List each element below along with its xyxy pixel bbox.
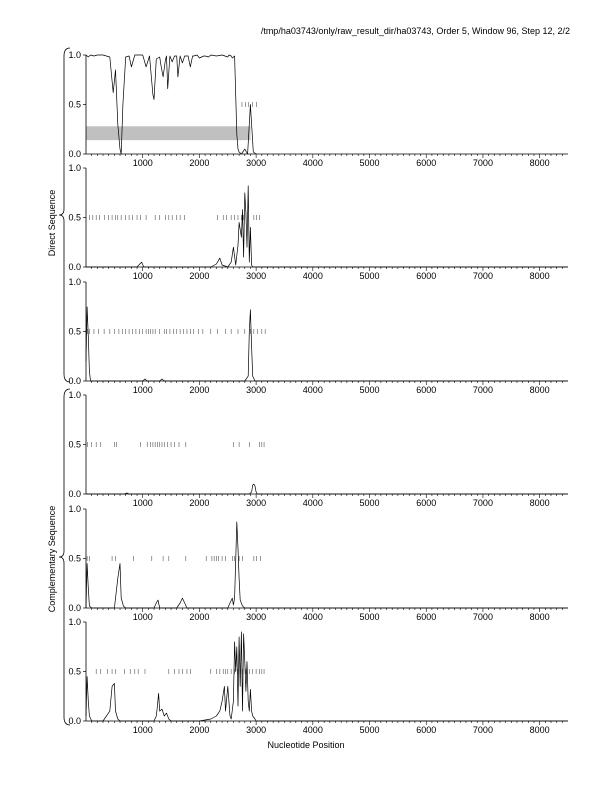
x-tick-label: 1000 — [133, 725, 153, 735]
x-tick-label: 2000 — [189, 612, 209, 622]
chart-panel-4: 0.0 0.5 1.0 1000 2000 3000 4000 5000 6000 7000 800… — [68, 390, 568, 508]
y-tick-label: 1.0 — [68, 277, 81, 287]
x-tick-label: 7000 — [473, 612, 493, 622]
x-tick-label: 3000 — [246, 612, 266, 622]
x-tick-label: 6000 — [416, 385, 436, 395]
series-line — [86, 483, 568, 495]
complementary-sequence-label: Complementary Sequence — [47, 505, 57, 613]
series-line — [86, 185, 568, 268]
y-tick-label: 0.0 — [68, 149, 81, 159]
x-tick-label: 1000 — [133, 271, 153, 281]
x-tick-label: 8000 — [530, 498, 550, 508]
y-tick-label: 0.0 — [68, 716, 81, 726]
y-tick-label: 1.0 — [68, 390, 81, 400]
x-tick-label: 2000 — [189, 725, 209, 735]
x-tick-label: 1000 — [133, 385, 153, 395]
plot-header-title: /tmp/ha03743/only/raw_result_dir/ha03743… — [260, 26, 570, 36]
x-tick-label: 4000 — [303, 498, 323, 508]
y-tick-label: 0.5 — [68, 100, 81, 110]
x-tick-label: 3000 — [246, 498, 266, 508]
series-line — [85, 306, 568, 382]
x-tick-label: 3000 — [246, 725, 266, 735]
chart-panel-6: 0.0 0.5 1.0 1000 2000 3000 4000 5000 6000 7000 800… — [68, 617, 568, 735]
chart-panel-1: 0.0 0.5 1.0 1000 2000 3000 4000 5000 6000 7000 800… — [68, 50, 568, 168]
x-tick-label: 6000 — [416, 158, 436, 168]
x-tick-label: 5000 — [360, 271, 380, 281]
x-tick-label: 2000 — [189, 498, 209, 508]
series-line — [85, 54, 257, 155]
x-axis-label: Nucleotide Position — [267, 740, 345, 750]
y-tick-label: 1.0 — [68, 617, 81, 627]
shaded-region — [86, 126, 251, 141]
y-tick-label: 0.0 — [68, 489, 81, 499]
x-tick-label: 4000 — [303, 271, 323, 281]
x-tick-label: 5000 — [360, 498, 380, 508]
x-tick-label: 3000 — [246, 385, 266, 395]
x-tick-label: 7000 — [473, 725, 493, 735]
y-tick-label: 1.0 — [68, 504, 81, 514]
y-tick-label: 0.5 — [68, 213, 81, 223]
y-tick-label: 1.0 — [68, 163, 81, 173]
complementary-sequence-brace — [58, 388, 71, 726]
x-tick-label: 1000 — [133, 158, 153, 168]
y-tick-label: 0.0 — [68, 262, 81, 272]
chart-panel-3: 0.0 0.5 1.0 1000 2000 3000 4000 5000 6000 7000 800… — [68, 277, 568, 395]
chart-panel-2: 0.0 0.5 1.0 1000 2000 3000 4000 5000 6000 7000 800… — [68, 163, 568, 281]
x-tick-label: 8000 — [530, 612, 550, 622]
x-tick-label: 6000 — [416, 498, 436, 508]
x-tick-label: 4000 — [303, 158, 323, 168]
x-tick-label: 4000 — [303, 612, 323, 622]
x-tick-label: 5000 — [360, 725, 380, 735]
y-tick-label: 0.5 — [68, 327, 81, 337]
y-tick-label: 0.5 — [68, 667, 81, 677]
x-tick-label: 7000 — [473, 158, 493, 168]
y-tick-label: 0.5 — [68, 440, 81, 450]
x-tick-label: 7000 — [473, 385, 493, 395]
y-tick-label: 1.0 — [68, 50, 81, 60]
x-tick-label: 8000 — [530, 271, 550, 281]
x-tick-label: 2000 — [189, 158, 209, 168]
x-tick-label: 3000 — [246, 158, 266, 168]
x-tick-label: 6000 — [416, 725, 436, 735]
x-tick-label: 8000 — [530, 385, 550, 395]
x-tick-label: 4000 — [303, 385, 323, 395]
x-tick-label: 3000 — [246, 271, 266, 281]
x-tick-label: 6000 — [416, 271, 436, 281]
series-line — [85, 521, 568, 609]
x-tick-label: 7000 — [473, 271, 493, 281]
direct-sequence-brace — [58, 47, 71, 383]
x-tick-label: 5000 — [360, 158, 380, 168]
chart-panel-5: 0.0 0.5 1.0 1000 2000 3000 4000 5000 6000 7000 800… — [68, 504, 568, 622]
x-tick-label: 4000 — [303, 725, 323, 735]
x-tick-label: 2000 — [189, 271, 209, 281]
x-tick-label: 5000 — [360, 385, 380, 395]
y-tick-label: 0.0 — [68, 376, 81, 386]
y-tick-label: 0.5 — [68, 554, 81, 564]
x-tick-label: 6000 — [416, 612, 436, 622]
x-tick-label: 8000 — [530, 158, 550, 168]
x-tick-label: 5000 — [360, 612, 380, 622]
y-tick-label: 0.0 — [68, 603, 81, 613]
series-line — [85, 631, 568, 722]
x-tick-label: 1000 — [133, 498, 153, 508]
x-tick-label: 7000 — [473, 498, 493, 508]
x-tick-label: 2000 — [189, 385, 209, 395]
x-tick-label: 1000 — [133, 612, 153, 622]
x-tick-label: 8000 — [530, 725, 550, 735]
direct-sequence-label: Direct Sequence — [47, 189, 57, 257]
